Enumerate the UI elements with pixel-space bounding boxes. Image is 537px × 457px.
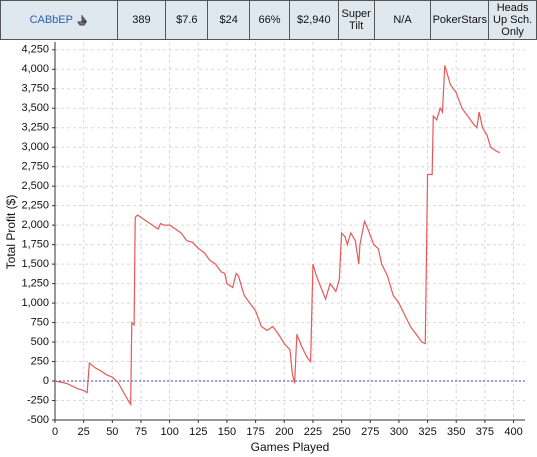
itm-cell: 66%	[250, 1, 290, 39]
x-tick-label: 225	[304, 426, 322, 438]
x-tick-label: 375	[476, 426, 494, 438]
x-tick-label: 200	[275, 426, 293, 438]
games-cell: 389	[118, 1, 167, 39]
x-tick-label: 300	[390, 426, 408, 438]
player-cell[interactable]: CABbEP	[1, 1, 118, 39]
tilt-cell[interactable]: Super Tilt	[339, 1, 375, 39]
site-cell: PokerStars	[431, 1, 490, 39]
y-tick-label: 3,250	[21, 122, 49, 134]
y-tick-label: 2,500	[21, 180, 49, 192]
y-tick-label: 2,750	[21, 161, 49, 173]
y-tick-label: 0	[43, 375, 49, 387]
x-tick-label: 50	[106, 426, 118, 438]
y-tick-label: 1,500	[21, 258, 49, 270]
y-axis-label: Total Profit ($)	[4, 195, 18, 270]
type-cell: Heads Up Sch. Only	[493, 2, 533, 38]
buyin-cell: $7.6	[166, 1, 209, 39]
player-icon	[77, 15, 88, 26]
player-name[interactable]: CABbEP	[29, 14, 73, 26]
x-tick-label: 100	[160, 426, 178, 438]
stats-row: CABbEP 389 $7.6 $24 66% $2,940 Super Til…	[0, 0, 537, 40]
y-tick-label: 500	[31, 336, 49, 348]
x-tick-label: 0	[52, 426, 58, 438]
y-tick-label: 3,750	[21, 83, 49, 95]
x-tick-label: 250	[332, 426, 350, 438]
x-tick-label: 75	[135, 426, 147, 438]
y-tick-label: 750	[31, 316, 49, 328]
roi-cell: $24	[208, 1, 251, 39]
y-tick-label: 1,250	[21, 278, 49, 290]
x-tick-label: 325	[418, 426, 436, 438]
na-cell: N/A	[375, 1, 432, 39]
x-tick-label: 150	[218, 426, 236, 438]
y-tick-label: -500	[27, 414, 49, 426]
x-tick-label: 25	[78, 426, 90, 438]
y-tick-label: 3,500	[21, 102, 49, 114]
profit-line	[54, 65, 501, 407]
profit-cell: $2,940	[290, 1, 339, 39]
y-tick-label: 250	[31, 355, 49, 367]
y-tick-label: 1,000	[21, 297, 49, 309]
y-tick-label: 4,250	[21, 44, 49, 56]
y-tick-label: 1,750	[21, 239, 49, 251]
x-tick-label: 175	[246, 426, 264, 438]
x-tick-label: 275	[361, 426, 379, 438]
y-tick-label: -250	[27, 394, 49, 406]
x-tick-label: 350	[447, 426, 465, 438]
x-tick-label: 400	[504, 426, 522, 438]
y-tick-label: 2,000	[21, 219, 49, 231]
y-tick-label: 2,250	[21, 200, 49, 212]
x-tick-label: 125	[189, 426, 207, 438]
y-tick-label: 3,000	[21, 141, 49, 153]
y-tick-label: 4,000	[21, 63, 49, 75]
x-axis-label: Games Played	[251, 440, 330, 454]
